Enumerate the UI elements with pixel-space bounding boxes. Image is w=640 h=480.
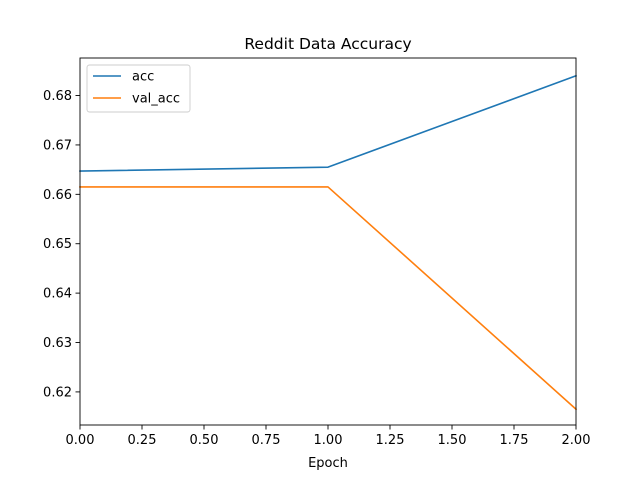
x-tick-label: 0.25 xyxy=(128,433,157,448)
y-tick-label: 0.64 xyxy=(43,287,72,302)
plot-area: 0.00 0.25 0.50 0.75 1.00 1.25 1.50 1.75 2.00 0.62… xyxy=(43,57,591,448)
x-tick-label: 1.25 xyxy=(376,433,405,448)
legend: acc val_acc xyxy=(86,64,191,113)
series-line-val-acc xyxy=(79,186,578,411)
y-tick-label: 0.66 xyxy=(43,188,72,203)
y-tick-label: 0.65 xyxy=(43,237,72,252)
legend-label-acc: acc xyxy=(132,70,154,85)
series-line-acc xyxy=(79,74,578,172)
chart-title: Reddit Data Accuracy xyxy=(244,35,411,53)
y-tick-label: 0.68 xyxy=(43,89,72,104)
x-tick-label: 1.50 xyxy=(438,433,467,448)
x-tick-label: 0.50 xyxy=(190,433,219,448)
x-axis-title: Epoch xyxy=(308,456,348,471)
x-tick-label: 1.00 xyxy=(314,433,343,448)
x-tick-label: 0.75 xyxy=(252,433,281,448)
y-tick-label: 0.62 xyxy=(43,385,72,400)
x-tick-label: 1.75 xyxy=(500,433,529,448)
y-tick-label: 0.67 xyxy=(43,138,72,153)
x-tick-label: 0.00 xyxy=(66,433,95,448)
x-tick-label: 2.00 xyxy=(562,433,591,448)
legend-label-val-acc: val_acc xyxy=(132,92,180,107)
y-tick-label: 0.63 xyxy=(43,336,72,351)
